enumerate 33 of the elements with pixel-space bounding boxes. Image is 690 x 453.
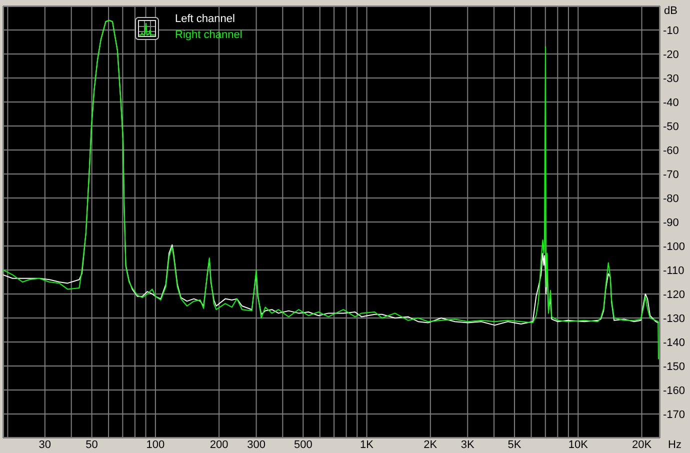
x-tick-label: 500 xyxy=(294,438,312,451)
y-tick-label: -170 xyxy=(663,408,686,421)
y-tick-label: -30 xyxy=(663,72,679,85)
y-tick-label: -160 xyxy=(663,384,686,397)
x-tick-label: 100 xyxy=(146,438,165,451)
x-axis-title: Hz xyxy=(668,439,682,452)
x-tick-label: 200 xyxy=(210,438,228,451)
x-tick-label: 2K xyxy=(424,438,438,451)
legend-label: Right channel xyxy=(175,28,242,42)
x-tick-label: 30 xyxy=(38,438,52,451)
y-tick-label: -120 xyxy=(663,288,686,301)
y-tick-label: -50 xyxy=(663,120,679,133)
y-tick-label: -10 xyxy=(663,24,679,37)
y-tick-label: -60 xyxy=(663,144,679,157)
x-tick-label: 10K xyxy=(568,438,589,451)
text: Left channel xyxy=(175,12,235,26)
x-tick-label: 300 xyxy=(247,438,266,451)
y-tick-label: -130 xyxy=(663,312,686,325)
y-tick-label: -40 xyxy=(663,96,679,109)
y-tick-label: -140 xyxy=(663,336,686,349)
y-tick-label: -70 xyxy=(663,168,679,181)
y-tick-label: -150 xyxy=(663,360,686,373)
x-tick-label: 5K xyxy=(508,438,522,451)
x-tick-label: 20K xyxy=(632,438,652,451)
y-tick-label: -20 xyxy=(663,48,679,61)
x-tick-label: 50 xyxy=(86,438,98,451)
x-tick-label: 3K xyxy=(460,438,475,451)
y-tick-label: -80 xyxy=(663,192,679,205)
y-tick-label: -90 xyxy=(663,216,679,229)
y-axis-title: dB xyxy=(664,5,678,18)
y-tick-label: -110 xyxy=(663,264,684,277)
y-tick-label: -100 xyxy=(663,240,686,253)
x-tick-label: 1K xyxy=(360,438,374,451)
